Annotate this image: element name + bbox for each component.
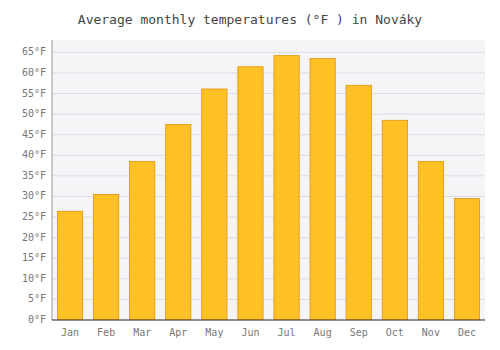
y-tick-label: 5°F [28, 293, 46, 304]
y-tick-label: 45°F [22, 129, 46, 140]
bar [418, 161, 443, 320]
x-axis: Jan Feb Mar Apr May Jun Jul Aug Sep Oct Nov Dec [61, 327, 476, 338]
y-tick-label: 30°F [22, 190, 46, 201]
x-tick-label: Mar [133, 327, 151, 338]
x-tick-label: Dec [458, 327, 476, 338]
y-axis-line [52, 40, 53, 320]
bar [274, 56, 299, 320]
bar [310, 59, 335, 320]
y-tick-label: 65°F [22, 46, 46, 57]
y-tick-label: 15°F [22, 252, 46, 263]
chart: 0°F 5°F 10°F 15°F 20°F 25°F 30°F 35°F 40°F 45°F 50… [0, 0, 500, 350]
y-tick-label: 55°F [22, 88, 46, 99]
bar [202, 89, 227, 320]
x-tick-label: Jan [61, 327, 79, 338]
bars [57, 56, 479, 320]
x-tick-label: Jun [241, 327, 259, 338]
x-tick-label: Nov [422, 327, 440, 338]
bar [238, 67, 263, 320]
plot-area [52, 40, 485, 320]
x-tick-label: Feb [97, 327, 115, 338]
y-tick-label: 10°F [22, 273, 46, 284]
x-tick-label: Jul [278, 327, 296, 338]
bar [454, 199, 479, 320]
x-tick-label: Sep [350, 327, 368, 338]
grid-line [52, 52, 485, 53]
bar [130, 161, 155, 320]
y-tick-label: 25°F [22, 211, 46, 222]
x-axis-line [52, 319, 485, 320]
grid-line [52, 114, 485, 115]
grid-line [52, 134, 485, 135]
grid-line [52, 72, 485, 73]
x-tick-label: Aug [314, 327, 332, 338]
y-tick-label: 0°F [28, 314, 46, 325]
bar [166, 124, 191, 320]
y-tick-label: 60°F [22, 67, 46, 78]
grid-line [52, 155, 485, 156]
y-tick-label: 50°F [22, 108, 46, 119]
grid-line [52, 320, 485, 321]
y-tick-label: 20°F [22, 232, 46, 243]
title: Average monthly temperatures (°F ) in No… [78, 12, 423, 27]
grid [52, 52, 485, 320]
y-tick-label: 40°F [22, 149, 46, 160]
bar [93, 194, 118, 320]
bar [346, 85, 371, 320]
x-tick-label: Apr [169, 327, 187, 338]
x-tick-label: Oct [386, 327, 404, 338]
bar [57, 211, 82, 320]
y-axis: 0°F 5°F 10°F 15°F 20°F 25°F 30°F 35°F 40°F 45°F 50… [22, 46, 46, 325]
bar [382, 120, 407, 320]
y-tick-label: 35°F [22, 170, 46, 181]
x-tick-label: May [205, 327, 223, 338]
grid-line [52, 93, 485, 94]
